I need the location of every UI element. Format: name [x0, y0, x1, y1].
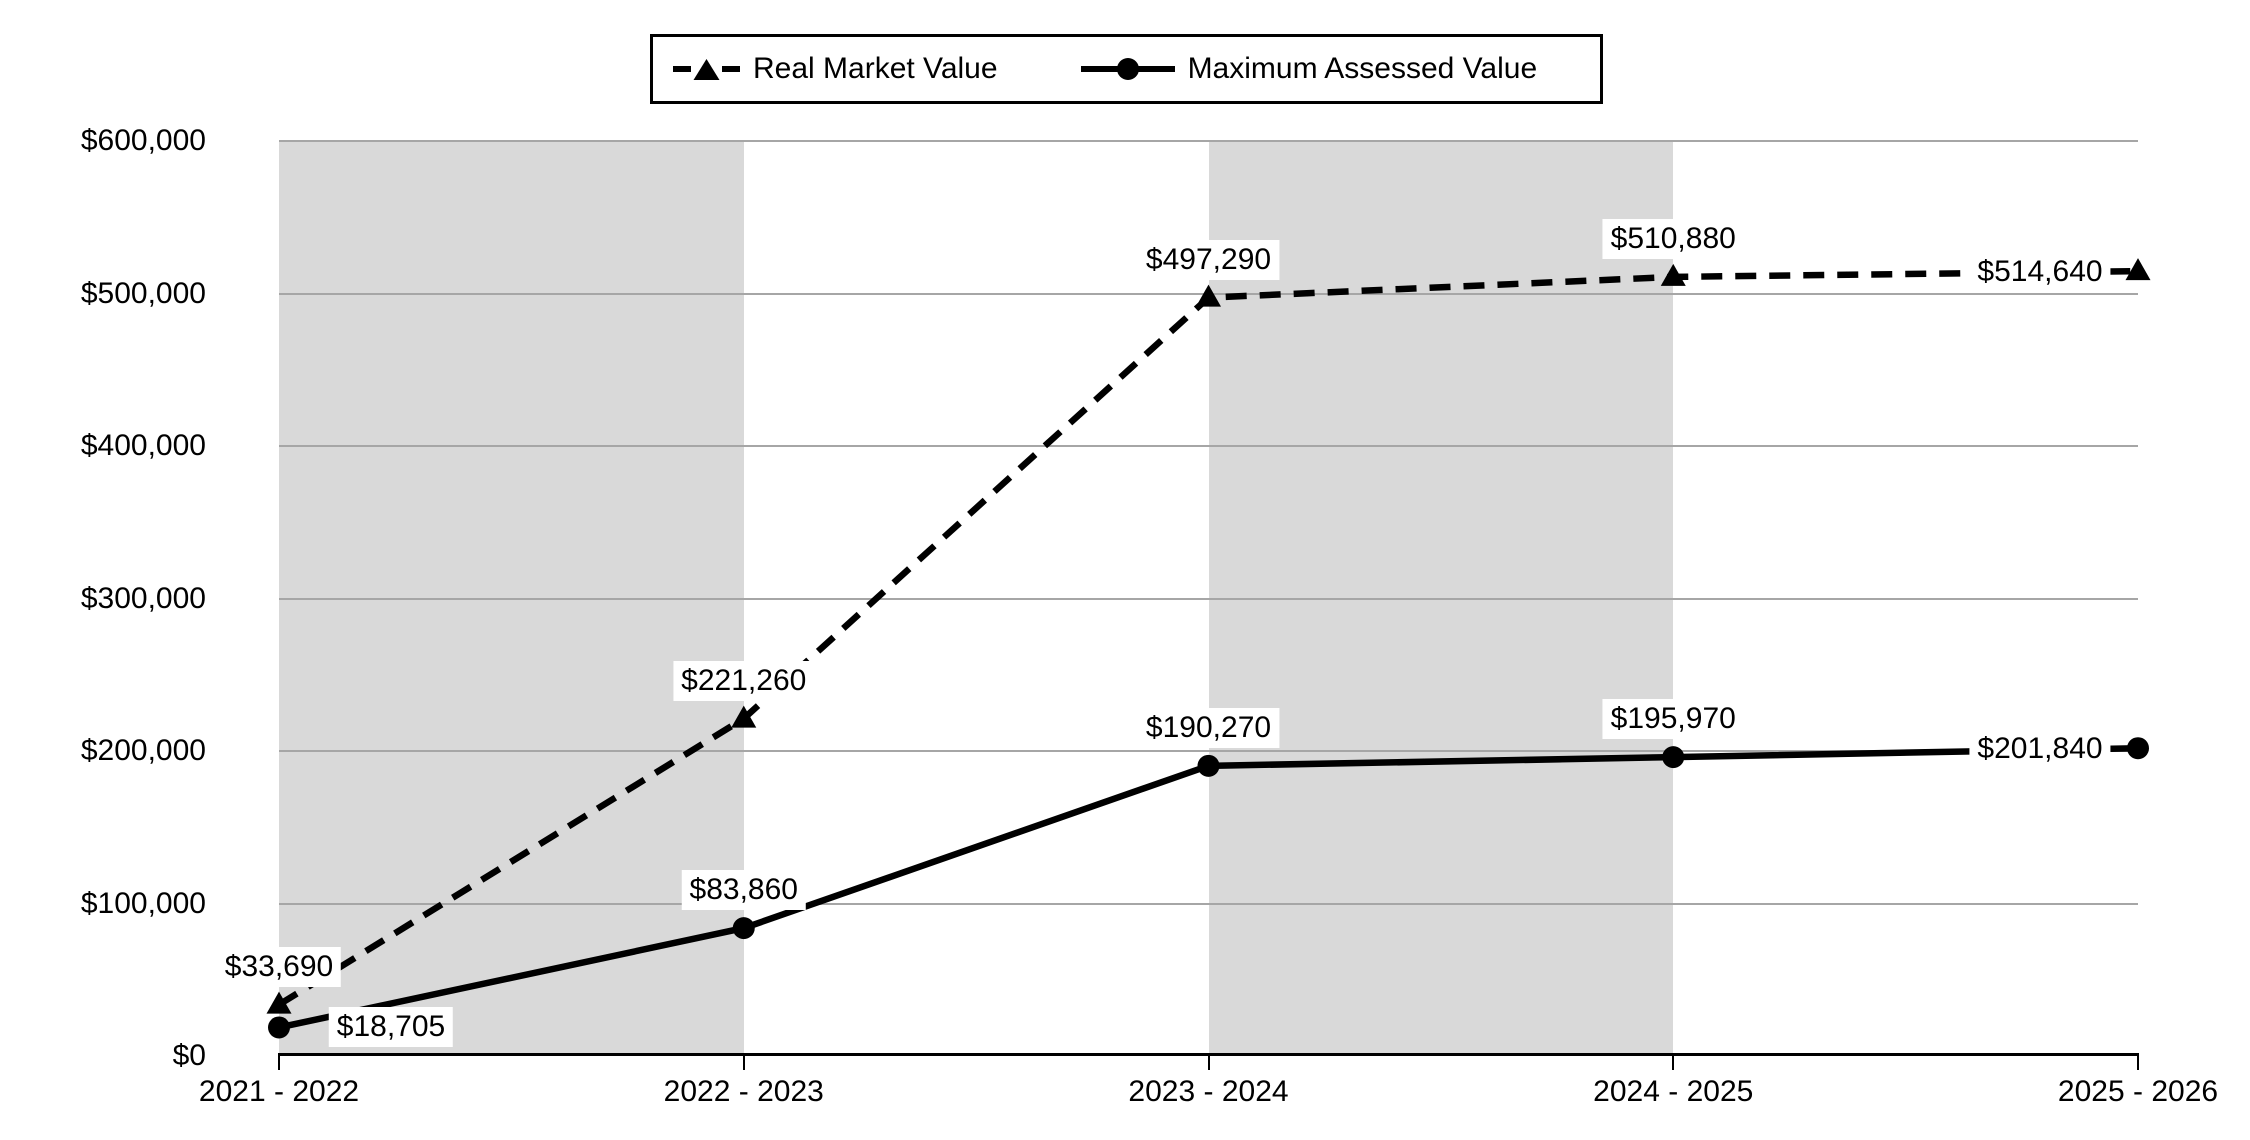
x-axis-line — [278, 1053, 2139, 1056]
data-label: $221,260 — [673, 660, 815, 701]
x-axis-tick — [742, 1056, 745, 1070]
legend-maximum-assessed-value-label: Maximum Assessed Value — [1187, 52, 1538, 85]
legend-real-market-value-label: Real Market Value — [753, 52, 998, 85]
legend: Real Market Value Maximum Assessed Value — [650, 34, 1603, 104]
triangle-marker — [1660, 263, 1686, 286]
x-tick-label: 2024 - 2025 — [1593, 1075, 1754, 1108]
x-axis-tick — [2137, 1056, 2139, 1070]
x-tick-label: 2023 - 2024 — [1128, 1075, 1289, 1108]
x-axis-tick — [1207, 1056, 1210, 1070]
triangle-marker — [1196, 284, 1221, 307]
circle-marker — [2127, 737, 2149, 760]
y-tick-label: $0 — [172, 1039, 206, 1072]
gridline — [279, 140, 2138, 142]
solid-line-circle-icon — [1080, 58, 1175, 80]
x-tick-label: 2025 - 2026 — [2057, 1075, 2219, 1108]
circle-marker — [1197, 754, 1220, 777]
gridline — [279, 445, 2138, 447]
circle-marker — [1662, 746, 1685, 769]
data-label: $33,690 — [216, 946, 342, 987]
data-label: $83,860 — [681, 870, 806, 911]
dashed-line-triangle-icon — [673, 59, 740, 80]
y-tick-label: $600,000 — [80, 124, 206, 157]
gridline — [279, 750, 2138, 752]
data-label: $195,970 — [1602, 699, 1744, 740]
circle-marker — [268, 1016, 290, 1039]
circle-marker — [732, 917, 755, 940]
data-label: $201,840 — [1969, 729, 2111, 770]
x-axis-tick — [1672, 1056, 1675, 1070]
data-label: $510,880 — [1602, 218, 1744, 259]
triangle-marker — [2125, 258, 2151, 281]
y-tick-label: $200,000 — [80, 734, 206, 767]
x-tick-label: 2021 - 2022 — [198, 1075, 360, 1108]
x-axis-tick — [278, 1056, 280, 1070]
y-tick-label: $100,000 — [80, 886, 206, 920]
data-label: $190,270 — [1137, 707, 1280, 748]
x-tick-label: 2022 - 2023 — [663, 1075, 824, 1108]
triangle-marker — [731, 705, 757, 728]
triangle-marker — [266, 991, 292, 1014]
data-label: $497,290 — [1137, 239, 1280, 280]
data-label: $18,705 — [328, 1007, 454, 1048]
y-tick-label: $400,000 — [80, 429, 206, 462]
gridline — [279, 597, 2138, 600]
y-tick-label: $500,000 — [80, 276, 206, 310]
y-tick-label: $300,000 — [80, 581, 206, 615]
data-label: $514,640 — [1969, 252, 2111, 293]
gridline — [279, 902, 2138, 905]
